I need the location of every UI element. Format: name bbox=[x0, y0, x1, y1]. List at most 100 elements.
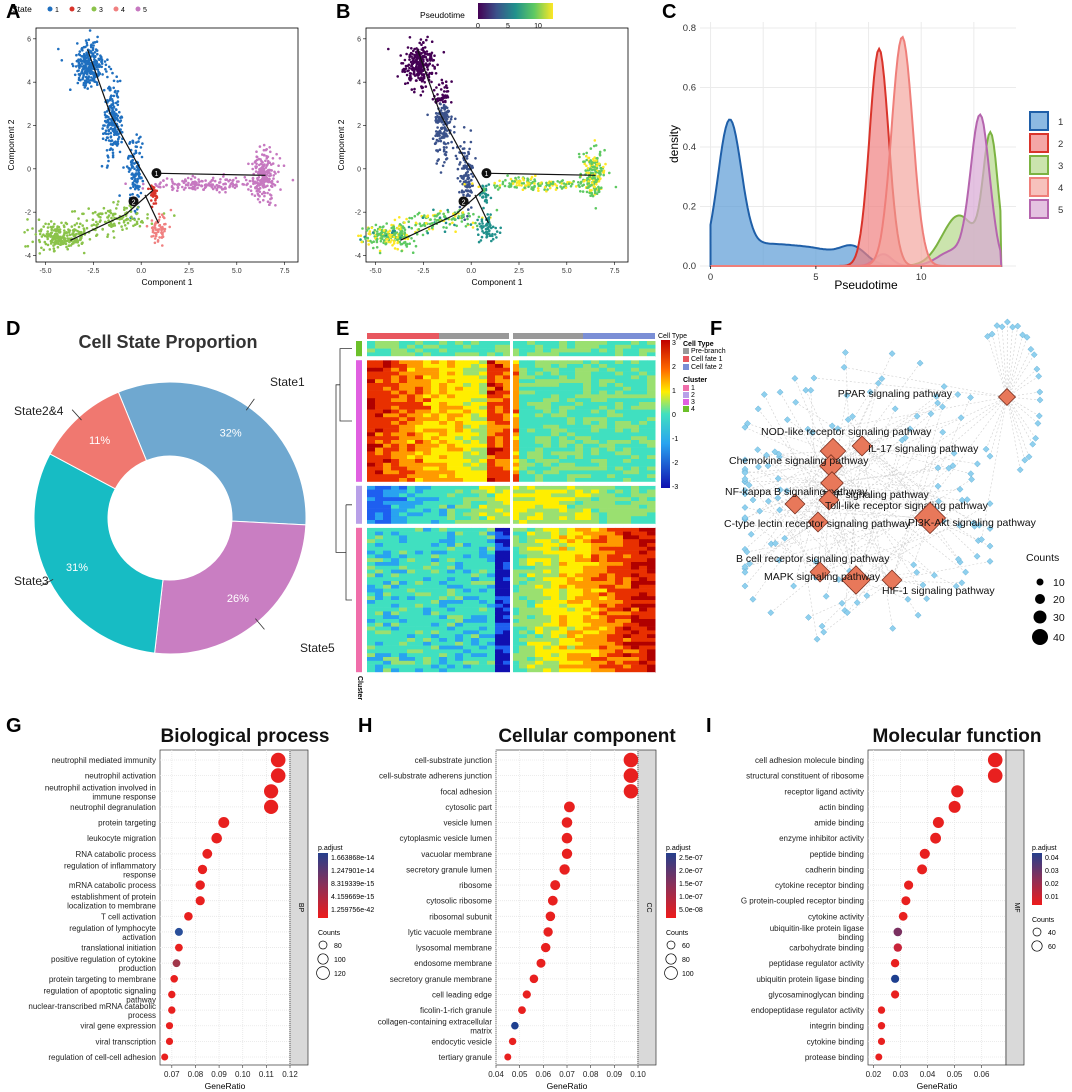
cell-point bbox=[467, 212, 470, 215]
heatmap-cell bbox=[647, 474, 656, 479]
heatmap-cell bbox=[415, 417, 424, 422]
cell-point bbox=[49, 225, 53, 229]
heatmap-cell bbox=[399, 474, 408, 479]
cell-point bbox=[60, 221, 63, 225]
cell-point bbox=[262, 191, 266, 194]
heatmap-cell bbox=[407, 360, 416, 365]
heatmap-cell bbox=[591, 352, 600, 357]
heatmap-cell bbox=[391, 569, 400, 574]
cell-point bbox=[265, 164, 269, 167]
heatmap-cell bbox=[535, 432, 544, 437]
cell-point bbox=[270, 196, 273, 200]
heatmap-cell bbox=[575, 504, 584, 509]
heatmap-cell bbox=[471, 344, 480, 349]
heatmap-cell bbox=[591, 344, 600, 349]
heatmap-cell bbox=[631, 436, 640, 441]
heatmap-cell bbox=[575, 516, 584, 521]
heatmap-cell bbox=[415, 485, 424, 490]
cell-point bbox=[182, 188, 186, 191]
cell-point bbox=[58, 230, 62, 234]
legend-label: 2 bbox=[1058, 139, 1063, 150]
heatmap-cell bbox=[487, 424, 496, 429]
cell-point bbox=[44, 242, 48, 246]
cell-point bbox=[48, 248, 52, 251]
heatmap-cell bbox=[415, 504, 424, 509]
heatmap-cell bbox=[407, 379, 416, 384]
panel-label-g: G bbox=[6, 715, 22, 737]
heatmap-cell bbox=[575, 443, 584, 448]
cell-point bbox=[378, 228, 382, 231]
cell-point bbox=[82, 227, 86, 230]
heatmap-cell bbox=[391, 466, 400, 471]
heatmap-cell bbox=[375, 428, 384, 433]
heatmap-cell bbox=[455, 558, 464, 563]
heatmap-cell bbox=[399, 558, 408, 563]
heatmap-cell bbox=[639, 558, 648, 563]
cell-point bbox=[555, 184, 558, 188]
heatmap-cell bbox=[607, 405, 616, 410]
heatmap-cell bbox=[631, 375, 640, 380]
heatmap-cell bbox=[623, 554, 632, 559]
heatmap-cell bbox=[567, 398, 576, 403]
cell-point bbox=[457, 215, 461, 218]
heatmap-cell bbox=[367, 375, 376, 380]
cell-point bbox=[411, 68, 414, 71]
heatmap-cell bbox=[575, 562, 584, 567]
heatmap-cell bbox=[639, 375, 648, 380]
cell-point bbox=[471, 221, 475, 225]
cell-point bbox=[213, 186, 217, 189]
heatmap-cell bbox=[447, 508, 456, 513]
cell-point bbox=[514, 176, 517, 180]
heatmap-cell bbox=[495, 508, 504, 513]
cell-point bbox=[379, 239, 383, 243]
heatmap-cell bbox=[447, 364, 456, 369]
heatmap-cell bbox=[431, 405, 440, 410]
cell-point bbox=[129, 154, 132, 158]
heatmap-cell bbox=[391, 367, 400, 372]
cell-point bbox=[405, 52, 408, 56]
heatmap-cell bbox=[567, 383, 576, 388]
heatmap-cell bbox=[407, 520, 416, 525]
heatmap-cell bbox=[463, 470, 472, 475]
heatmap-cell bbox=[391, 501, 400, 506]
cell-point bbox=[408, 242, 412, 245]
heatmap-cell bbox=[463, 344, 472, 349]
heatmap-cell bbox=[543, 394, 552, 399]
heatmap-cell bbox=[519, 558, 528, 563]
cell-point bbox=[419, 224, 423, 228]
heatmap-cell bbox=[463, 440, 472, 445]
heatmap-cell bbox=[383, 531, 392, 536]
cell-point bbox=[193, 176, 197, 179]
heatmap-cell bbox=[607, 474, 616, 479]
legend-state-swatch bbox=[113, 6, 119, 12]
cell-point bbox=[415, 60, 419, 64]
cell-point bbox=[95, 40, 99, 43]
heatmap-cell bbox=[487, 455, 496, 460]
heatmap-cell bbox=[375, 565, 384, 570]
heatmap-cell bbox=[471, 455, 480, 460]
heatmap-cell bbox=[423, 394, 432, 399]
cell-point bbox=[196, 186, 199, 190]
cell-point bbox=[164, 222, 167, 226]
cell-point bbox=[116, 95, 120, 99]
heatmap-cell bbox=[391, 512, 400, 517]
cell-point bbox=[403, 58, 407, 62]
heatmap-cell bbox=[615, 546, 624, 551]
heatmap-cell bbox=[391, 352, 400, 357]
heatmap-cell bbox=[527, 440, 536, 445]
heatmap-cell bbox=[495, 462, 504, 467]
heatmap-cell bbox=[495, 383, 504, 388]
heatmap-cell bbox=[383, 565, 392, 570]
cell-point bbox=[40, 246, 43, 250]
cell-point bbox=[554, 188, 558, 191]
heatmap-cell bbox=[647, 497, 656, 502]
cell-point bbox=[103, 113, 107, 117]
cell-point bbox=[77, 217, 80, 220]
heatmap-cell bbox=[383, 562, 392, 567]
heatmap-cell bbox=[567, 409, 576, 414]
heatmap-cell bbox=[415, 424, 424, 429]
cell-point bbox=[426, 113, 429, 117]
heatmap-cell bbox=[447, 367, 456, 372]
cell-point bbox=[415, 65, 418, 68]
cell-point bbox=[112, 101, 115, 105]
